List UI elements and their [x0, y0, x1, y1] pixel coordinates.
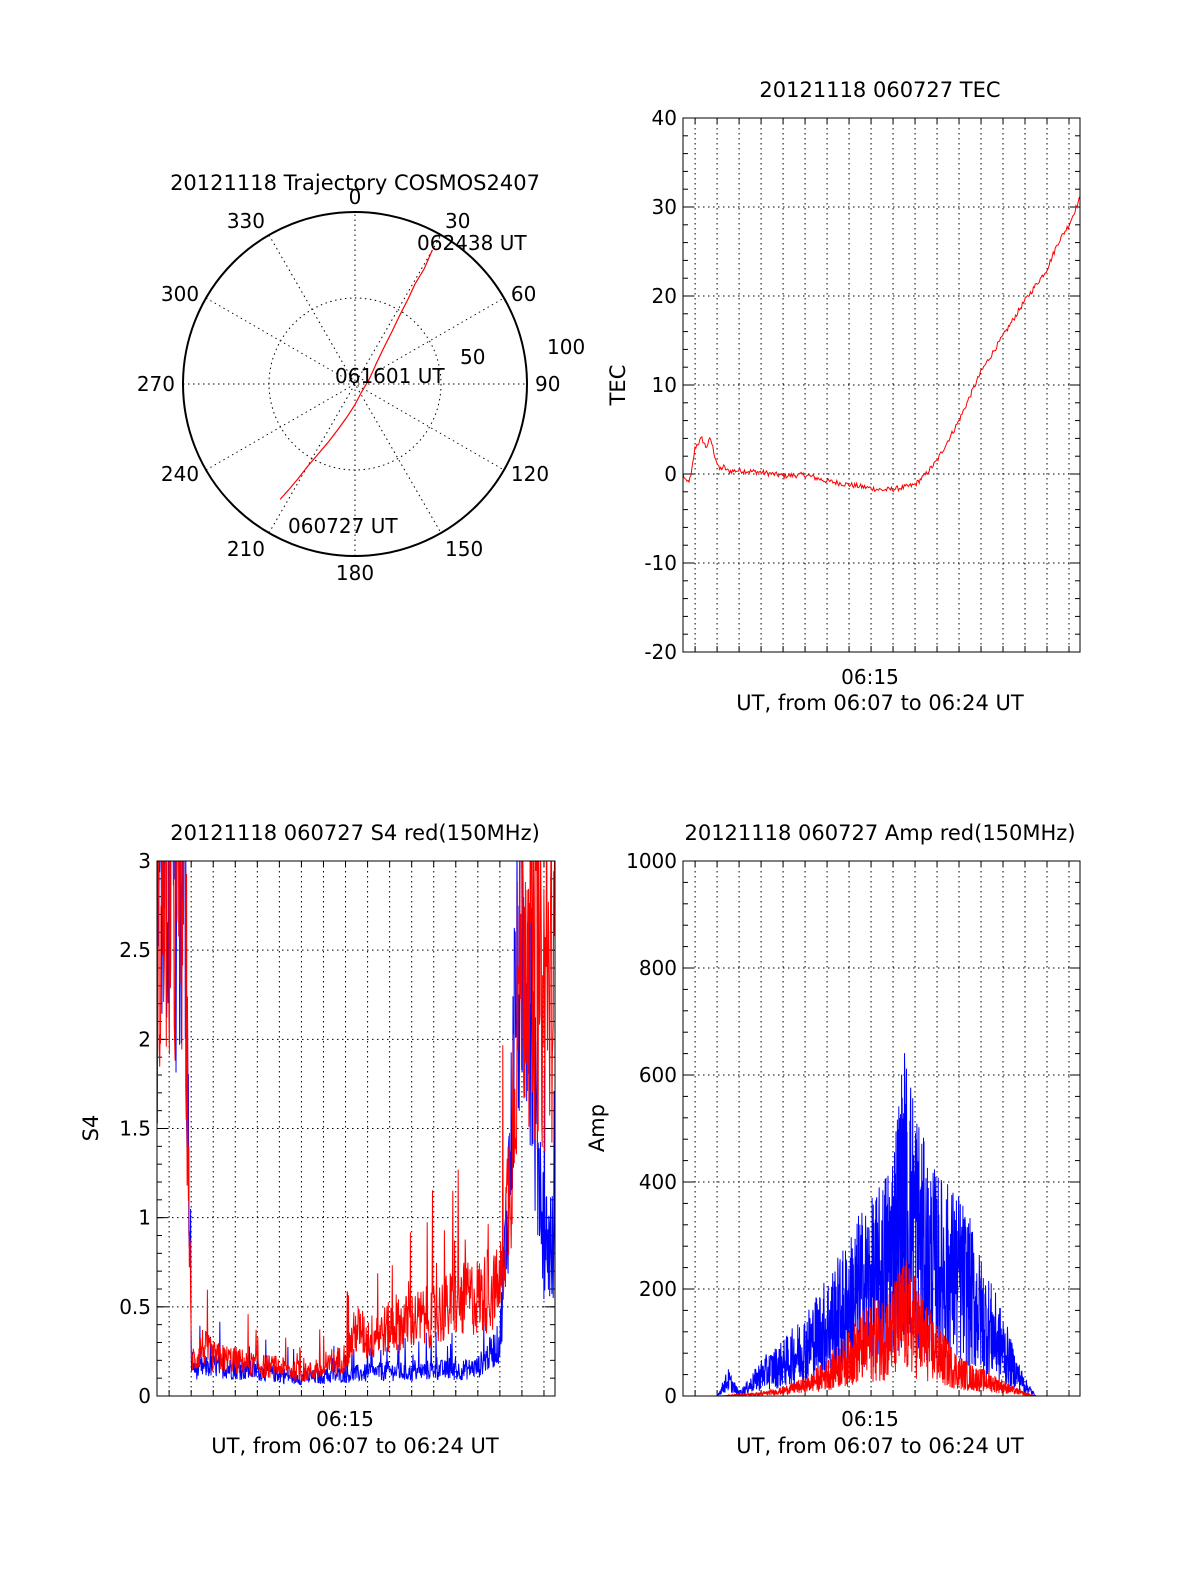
tec-xtick-0615: 06:15	[841, 665, 899, 689]
y-tick-label: 1	[138, 1206, 151, 1230]
polar-angle-label: 210	[227, 537, 265, 561]
plot-frame	[682, 860, 1081, 1397]
tec-plot: 20121118 060727 TEC TEC 06:15 UT, from 0…	[606, 78, 1081, 715]
y-tick-label: 40	[652, 106, 677, 130]
trajectory-title: 20121118 Trajectory COSMOS2407	[170, 171, 540, 195]
polar-angle-label: 180	[336, 561, 374, 585]
trajectory-line-0	[279, 249, 433, 500]
amp-ylabel: Amp	[585, 1104, 609, 1152]
amp-xlabel: UT, from 06:07 to 06:24 UT	[736, 1434, 1024, 1458]
y-tick-label: 0	[138, 1384, 151, 1408]
trajectory-series	[279, 249, 433, 500]
y-tick-label: 0	[664, 462, 677, 486]
polar-angle-label: 30	[445, 209, 470, 233]
annotation-mid-time: 061601 UT	[335, 364, 445, 388]
polar-angle-label: 270	[137, 372, 175, 396]
polar-angle-label: 90	[535, 372, 560, 396]
y-tick-label: 10	[652, 373, 677, 397]
y-tick-label: 2.5	[119, 938, 151, 962]
y-tick-label: 30	[652, 195, 677, 219]
polar-angle-label: 240	[161, 462, 199, 486]
polar-angle-label: 330	[227, 209, 265, 233]
y-tick-label: 0.5	[119, 1295, 151, 1319]
polar-angle-label: 120	[511, 462, 549, 486]
s4-title: 20121118 060727 S4 red(150MHz)	[170, 821, 540, 845]
series-line-0	[683, 196, 1080, 493]
y-tick-label: 1000	[626, 849, 677, 873]
y-tick-label: 800	[639, 956, 677, 980]
tec-xlabel: UT, from 06:07 to 06:24 UT	[736, 691, 1024, 715]
y-tick-label: 2	[138, 1027, 151, 1051]
polar-angle-label: 300	[161, 282, 199, 306]
annotation-end-time: 062438 UT	[417, 231, 527, 255]
amp-plot: 20121118 060727 Amp red(150MHz) Amp 06:1…	[585, 821, 1081, 1458]
y-tick-label: 3	[138, 849, 151, 873]
amp-title: 20121118 060727 Amp red(150MHz)	[684, 821, 1075, 845]
s4-xtick-0615: 06:15	[316, 1407, 374, 1431]
polar-angle-label: 60	[511, 282, 536, 306]
y-tick-label: 200	[639, 1277, 677, 1301]
radius-label-50: 50	[460, 345, 485, 369]
annotation-start-time: 060727 UT	[288, 514, 398, 538]
s4-plot: 20121118 060727 S4 red(150MHz) S4 06:15 …	[79, 821, 556, 1458]
y-tick-label: -10	[644, 551, 677, 575]
series-line-0	[157, 861, 555, 1386]
y-tick-label: 400	[639, 1170, 677, 1194]
s4-ylabel: S4	[79, 1115, 103, 1142]
polar-angle-labels: 0 30 60 90 120 150 180 210 240 270 300 330	[137, 185, 561, 585]
trajectory-polar-plot: 20121118 Trajectory COSMOS2407 0 30 60 90 12…	[137, 171, 585, 585]
plot-frame	[156, 860, 556, 1397]
series-line-1	[157, 861, 555, 1382]
tec-ylabel: TEC	[606, 365, 630, 407]
y-tick-label: 600	[639, 1063, 677, 1087]
s4-xlabel: UT, from 06:07 to 06:24 UT	[211, 1434, 499, 1458]
y-tick-label: 20	[652, 284, 677, 308]
polar-grid	[182, 211, 528, 557]
tec-title: 20121118 060727 TEC	[759, 78, 1000, 102]
series-line-1	[683, 1260, 1080, 1396]
amp-xtick-0615: 06:15	[841, 1407, 899, 1431]
y-tick-label: 1.5	[119, 1117, 151, 1141]
y-tick-label: -20	[644, 640, 677, 664]
polar-angle-label: 150	[445, 537, 483, 561]
polar-inner-circle	[268, 297, 442, 471]
plot-frame	[682, 117, 1081, 653]
polar-angle-label: 0	[349, 185, 362, 209]
radius-label-100: 100	[547, 335, 585, 359]
y-tick-label: 0	[664, 1384, 677, 1408]
